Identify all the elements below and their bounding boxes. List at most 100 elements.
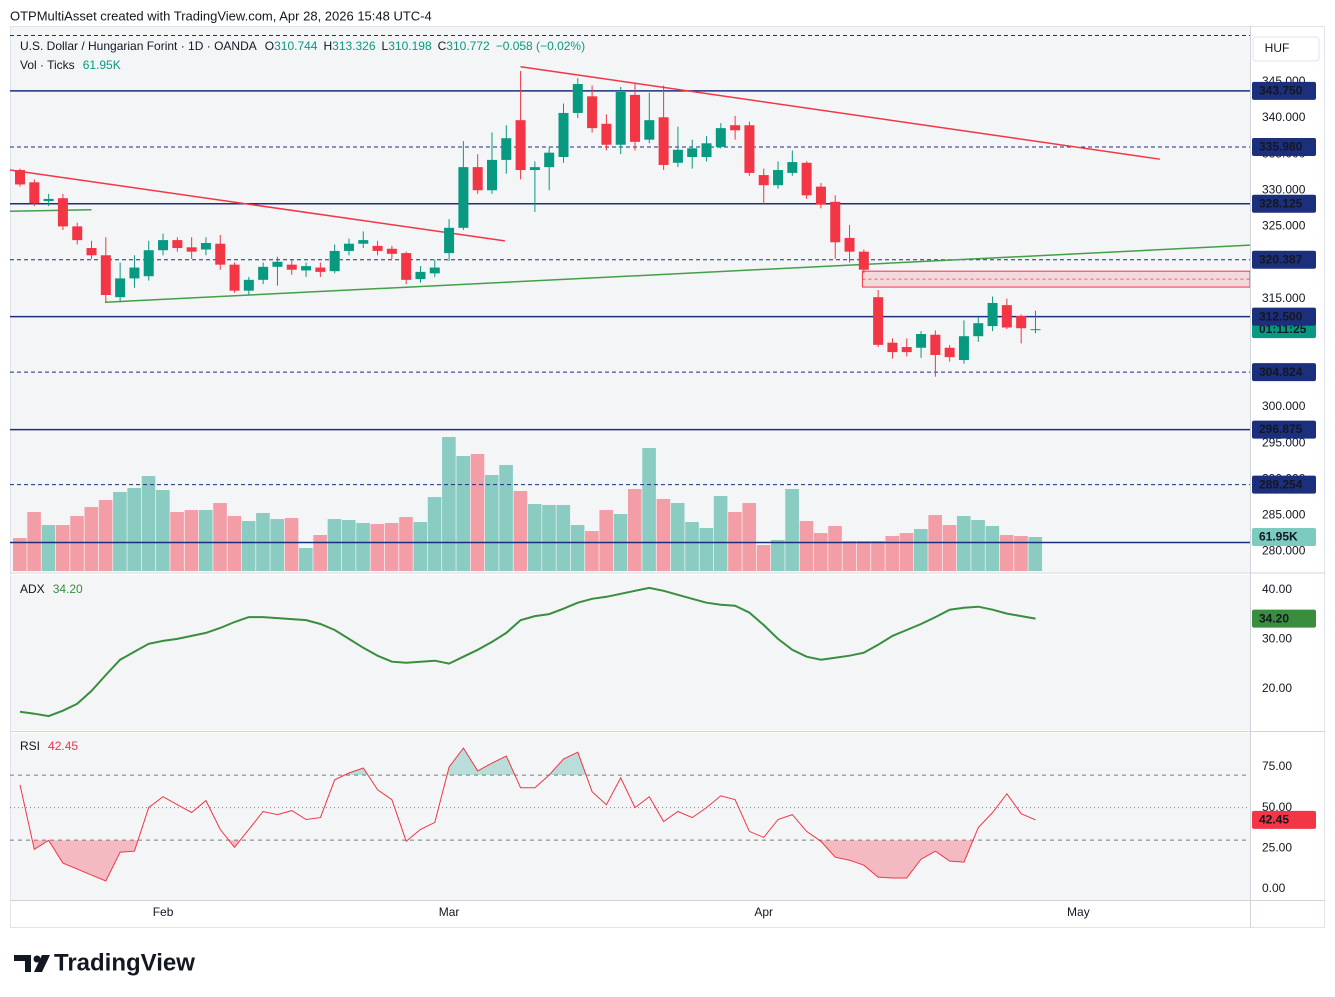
volume-bar (527, 504, 542, 571)
trend-line (10, 209, 92, 212)
trend-line (104, 244, 1250, 303)
candle-body (529, 167, 540, 171)
adx-pane (11, 575, 1250, 730)
volume-bar (13, 538, 27, 571)
x-tick-label: Mar (439, 905, 460, 919)
volume-bar (785, 489, 799, 571)
volume-bar (914, 529, 928, 571)
volume-bar (442, 437, 456, 571)
volume-bar (499, 465, 513, 571)
volume-bar (313, 535, 327, 571)
candle-body (458, 167, 469, 228)
ohlc-value: 310.198 (388, 39, 432, 53)
candle-body (115, 278, 126, 298)
candle-body (286, 264, 297, 270)
candle-body (1016, 315, 1027, 329)
level-tag (1252, 363, 1316, 382)
candle-body (444, 227, 455, 254)
x-tick-label: May (1067, 905, 1090, 919)
volume-value: 61.95K (83, 58, 121, 72)
candle-body (644, 120, 655, 140)
candle-body (744, 125, 755, 173)
candle-body (57, 198, 68, 227)
volume-bar (456, 456, 470, 571)
volume-bar (41, 525, 56, 571)
candle-body (815, 186, 826, 205)
trend-line (10, 169, 505, 242)
ohlc-label: O (265, 39, 274, 53)
volume-bar (670, 503, 685, 571)
volume-bar (70, 516, 84, 571)
candle-body (844, 237, 855, 252)
y-tick-label: 0.00 (1262, 881, 1286, 895)
symbol-title: U.S. Dollar / Hungarian Forint · 1D · OA… (20, 39, 257, 53)
currency-button[interactable] (1252, 36, 1320, 62)
volume-bar (942, 525, 957, 571)
rsi-label: RSI (20, 739, 40, 753)
rsi-tag (1252, 810, 1316, 829)
ohlc-label: C (438, 39, 447, 53)
y-tick-label: 30.00 (1262, 632, 1292, 646)
volume-bar (484, 475, 499, 571)
candle-body (1030, 329, 1041, 331)
y-tick-label: 75.00 (1262, 759, 1292, 773)
volume-bar (899, 533, 914, 571)
candle-body (372, 245, 383, 251)
level-tag-label: 304.824 (1259, 365, 1303, 379)
volume-bar (427, 497, 442, 571)
candle-body (243, 279, 254, 291)
x-tick-label: Feb (153, 905, 174, 919)
candle-body (386, 248, 397, 254)
y-tick-label: 285.000 (1262, 508, 1306, 522)
volume-bar (985, 526, 1000, 571)
candle-body (601, 123, 612, 145)
candle-body (1001, 305, 1012, 328)
volume-bar (141, 476, 156, 571)
candle-body (415, 271, 426, 280)
candle-body (486, 159, 497, 191)
volume-bar (270, 519, 285, 571)
candle-body (901, 347, 912, 353)
candle-body (916, 334, 927, 348)
volume-bar (184, 510, 199, 571)
level-tag (1252, 475, 1316, 494)
level-tag (1252, 420, 1316, 439)
volume-bar (113, 492, 127, 571)
candle-body (801, 162, 812, 196)
candle-body (658, 117, 669, 165)
adx-tag (1252, 609, 1316, 628)
adx-label: ADX (20, 582, 45, 596)
candle-body (587, 96, 598, 129)
candle-body (701, 143, 712, 158)
volume-bar (871, 540, 885, 571)
rsi-oversold-fill (20, 840, 1036, 881)
y-tick-label: 300.000 (1262, 399, 1306, 413)
volume-bar (642, 448, 656, 571)
volume-bar (570, 525, 585, 571)
candle-body (730, 125, 741, 131)
volume-bar (856, 540, 871, 571)
candle-body (930, 334, 941, 355)
y-tick-label: 20.00 (1262, 681, 1292, 695)
level-tag-label: 335.980 (1259, 140, 1303, 154)
logo-text: TradingView (54, 949, 195, 976)
candle-body (172, 240, 183, 249)
trend-line (520, 65, 1161, 160)
y-tick-label: 340.000 (1262, 110, 1306, 124)
volume-bar (241, 521, 256, 571)
level-tag-label: 328.125 (1259, 196, 1303, 210)
currency-label[interactable]: HUF (1265, 41, 1290, 55)
logo-mark (34, 955, 50, 972)
candle-body (958, 336, 969, 361)
volume-bar (556, 504, 571, 571)
volume-bar (384, 522, 399, 571)
y-tick-label: 295.000 (1262, 435, 1306, 449)
y-tick-label: 325.000 (1262, 219, 1306, 233)
candle-body (830, 201, 841, 243)
volume-bar (84, 507, 99, 571)
level-tag-label: 343.750 (1259, 84, 1303, 98)
plot-layer (10, 65, 1250, 882)
candle-body (515, 120, 526, 171)
ohlc-label: H (323, 39, 332, 53)
